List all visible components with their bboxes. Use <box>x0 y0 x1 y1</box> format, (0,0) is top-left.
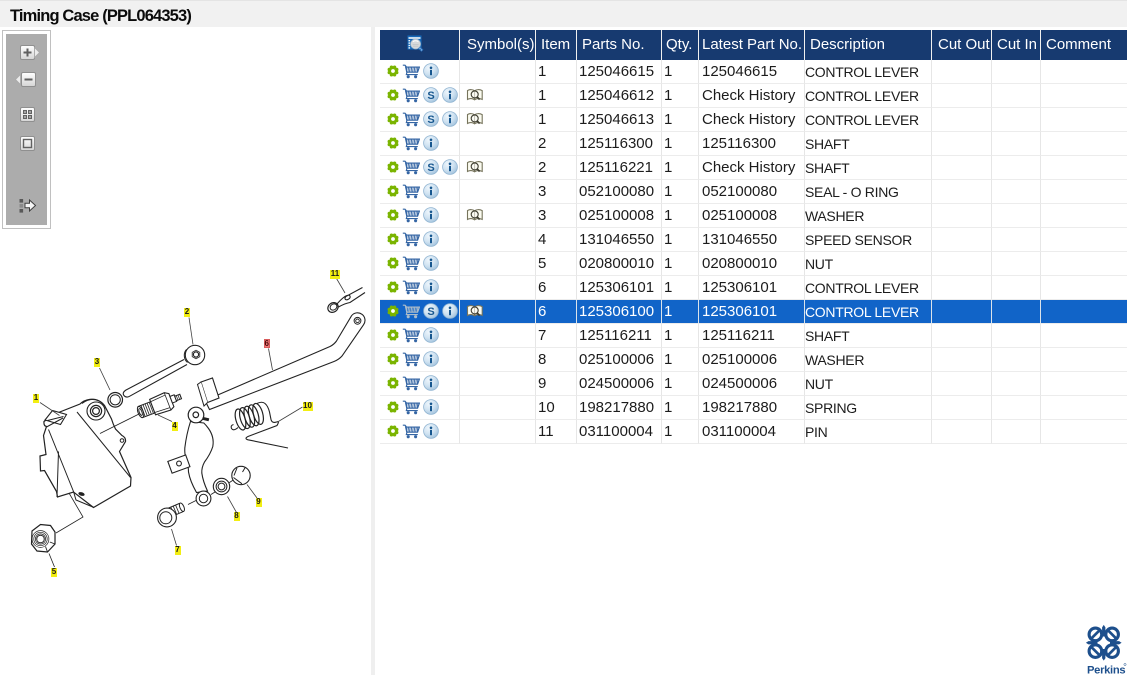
svg-text:S: S <box>427 306 434 318</box>
svg-text:S: S <box>427 162 434 174</box>
svg-text:S: S <box>427 114 434 126</box>
svg-text:Perkins: Perkins <box>1087 665 1125 675</box>
svg-text:S: S <box>427 90 434 102</box>
